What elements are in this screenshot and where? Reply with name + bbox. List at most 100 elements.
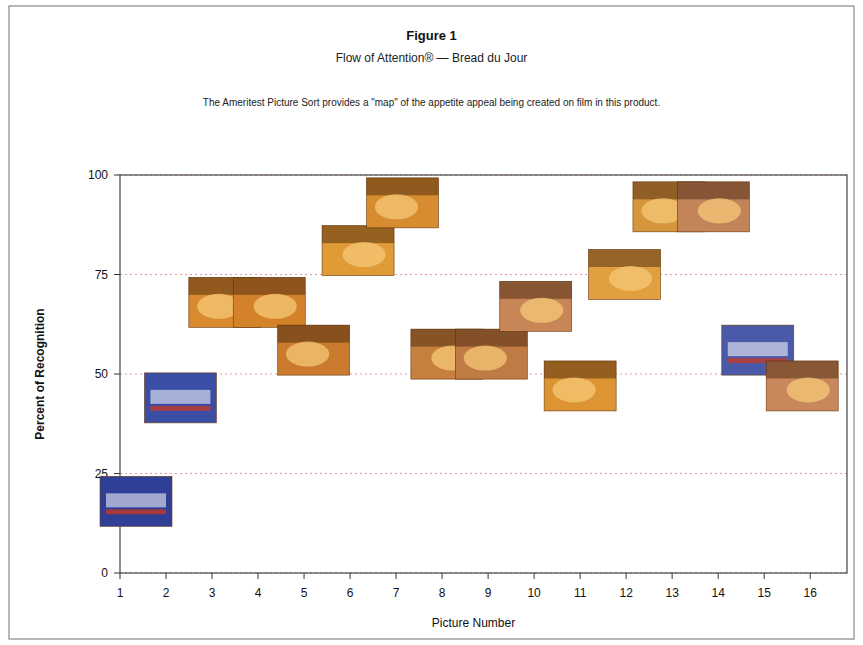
picture-detail [322,226,394,244]
picture-detail [544,361,616,379]
x-tick [442,573,443,579]
picture [100,476,172,526]
picture-detail [728,342,788,356]
x-tick [764,573,765,579]
y-tick [114,175,120,176]
x-tick-label: 15 [757,586,771,600]
plot-frame [120,175,847,573]
picture [455,329,527,379]
x-tick [534,573,535,579]
picture-detail [254,294,297,319]
x-tick [304,573,305,579]
picture [589,250,661,300]
picture-detail [677,182,749,200]
x-tick-label: 13 [665,586,679,600]
x-tick-label: 1 [117,586,124,600]
picture-mark [100,476,172,526]
x-tick [718,573,719,579]
picture [322,226,394,276]
picture-detail [500,281,572,299]
picture-mark [144,373,216,423]
picture [766,361,838,411]
picture-detail [233,277,305,295]
x-tick [350,573,351,579]
x-tick [626,573,627,579]
x-tick [396,573,397,579]
y-tick-label: 50 [95,367,109,381]
picture-detail [375,194,418,219]
picture [500,281,572,331]
x-tick-label: 2 [163,586,170,600]
picture-detail [286,342,329,367]
x-tick-label: 10 [527,586,541,600]
picture [366,178,438,228]
picture-detail [553,377,596,402]
picture-detail [150,406,210,411]
picture-mark [455,329,527,379]
x-tick-label: 11 [574,586,587,600]
plot-background [120,175,847,573]
picture-mark [366,178,438,228]
picture-mark [589,250,661,300]
grid-line [120,473,847,474]
x-tick [258,573,259,579]
picture-detail [520,298,563,323]
picture [677,182,749,232]
picture-detail [366,178,438,196]
picture-mark [500,281,572,331]
picture [233,277,305,327]
pictures [100,178,838,527]
picture-detail [609,266,652,291]
y-tick-label: 75 [95,268,109,282]
y-tick [114,274,120,275]
x-tick [166,573,167,579]
x-tick-label: 12 [619,586,633,600]
picture-detail [106,493,166,507]
picture-mark [278,325,350,375]
y-tick [114,473,120,474]
x-tick-label: 14 [711,586,725,600]
x-tick [488,573,489,579]
picture-mark [677,182,749,232]
x-tick-label: 16 [804,586,818,600]
picture-detail [766,361,838,379]
picture-detail [455,329,527,347]
picture-detail [106,509,166,514]
annotation: The Ameritest Picture Sort provides a "m… [203,97,660,108]
picture-mark [322,226,394,276]
x-tick-label: 6 [347,586,354,600]
picture-detail [787,377,830,402]
picture-mark [766,361,838,411]
figure-border [9,6,854,639]
x-tick [212,573,213,579]
picture-detail [589,250,661,268]
y-tick [114,573,120,574]
y-tick-label: 100 [88,168,108,182]
title: Figure 1 [406,28,457,43]
picture-detail [464,346,507,371]
subtitle: Flow of Attention® — Bread du Jour [336,51,528,65]
picture-detail [342,242,385,267]
x-tick [580,573,581,579]
x-tick [120,573,121,579]
x-tick-label: 3 [209,586,216,600]
grid-line [120,274,847,275]
x-axis-title: Picture Number [432,616,515,630]
x-tick-label: 4 [255,586,262,600]
y-axis-title: Percent of Recognition [33,308,47,439]
picture-mark [544,361,616,411]
x-tick [810,573,811,579]
x-tick-label: 9 [485,586,492,600]
y-tick [114,374,120,375]
figure: Figure 1 Flow of Attention® — Bread du Jo… [0,0,863,645]
x-tick-label: 5 [301,586,308,600]
picture-mark [233,277,305,327]
picture [544,361,616,411]
picture [278,325,350,375]
y-tick-label: 0 [101,566,108,580]
x-tick [672,573,673,579]
x-tick-label: 7 [393,586,400,600]
x-tick-label: 8 [439,586,446,600]
picture-detail [150,390,210,404]
picture-detail [698,198,741,223]
